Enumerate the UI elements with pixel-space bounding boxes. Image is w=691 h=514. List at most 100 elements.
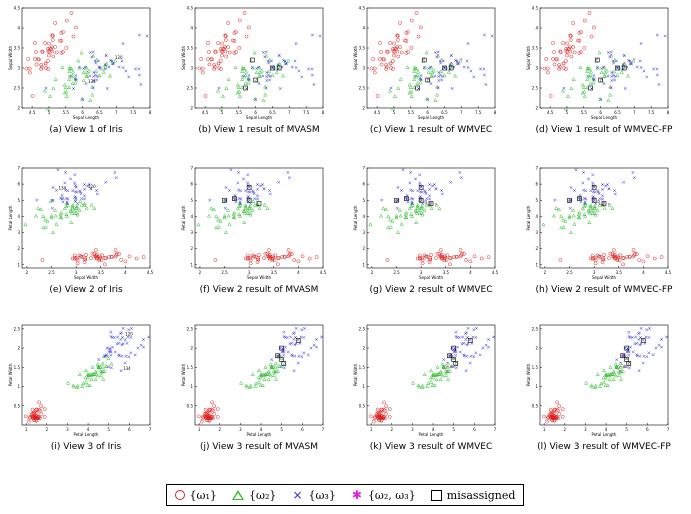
x-tick-label: 2.5: [221, 270, 228, 275]
versicolor-point: [433, 372, 438, 376]
versicolor-point: [619, 70, 624, 74]
setosa-point: [32, 414, 36, 419]
versicolor-point: [559, 214, 564, 218]
versicolor-point: [610, 206, 615, 211]
setosa-point: [243, 256, 248, 261]
ambiguous-point: *: [420, 198, 423, 204]
virginica-point: [66, 197, 70, 201]
virginica-point: [598, 197, 602, 201]
virginica-point: [427, 67, 431, 70]
virginica-point: [422, 66, 426, 69]
virginica-point: [419, 74, 423, 77]
versicolor-point: [622, 364, 627, 368]
virginica-point: [601, 197, 604, 201]
virginica-point: [261, 51, 265, 54]
versicolor-point: [75, 212, 80, 217]
versicolor-point: [67, 69, 72, 73]
panel-caption: (j) View 3 result of MVASM: [200, 442, 318, 452]
versicolor-point: [416, 69, 421, 74]
versicolor-point: [409, 94, 414, 98]
virginica-point: [426, 98, 430, 101]
setosa-point: [43, 41, 47, 45]
setosa-point: [458, 248, 463, 252]
versicolor-point: [235, 82, 240, 87]
setosa-point: [39, 412, 44, 416]
versicolor-point: [45, 218, 50, 223]
virginica-point: [395, 206, 399, 210]
virginica-point: [249, 202, 253, 206]
versicolor-point: [436, 53, 441, 58]
virginica-point: [289, 335, 293, 339]
setosa-point: [582, 46, 587, 50]
versicolor-point: [260, 383, 265, 387]
x-tick-label: 2: [391, 427, 394, 432]
versicolor-point: [590, 384, 595, 389]
virginica-point: [615, 358, 619, 362]
virginica-point: [474, 335, 478, 339]
setosa-point: [645, 254, 650, 259]
virginica-point: [601, 187, 604, 191]
versicolor-point: [207, 213, 212, 218]
setosa-point: [406, 50, 410, 54]
y-tick-label: 4: [535, 214, 538, 219]
ambiguous-point: *: [623, 66, 626, 72]
versicolor-point: [271, 364, 276, 369]
setosa-point: [385, 258, 390, 262]
virginica-point: [632, 176, 636, 180]
virginica-point: [608, 55, 612, 59]
setosa-point: [47, 50, 52, 54]
versicolor-point: [224, 86, 229, 90]
versicolor-point: [257, 206, 262, 210]
versicolor-point: [99, 369, 104, 374]
virginica-point: [66, 189, 70, 193]
versicolor-point: [394, 213, 399, 218]
setosa-point: [641, 259, 646, 264]
virginica-point: [577, 196, 581, 200]
virginica-point: [599, 98, 603, 101]
setosa-point: [39, 67, 44, 71]
x-tick-label: 4: [432, 427, 435, 432]
ambiguous-point: *: [460, 58, 463, 64]
versicolor-point: [256, 375, 261, 380]
virginica-point: [96, 59, 100, 63]
versicolor-point: [397, 208, 403, 212]
setosa-point: [379, 62, 384, 67]
misassigned-point: [467, 338, 473, 343]
ambiguous-point: *: [609, 54, 612, 60]
setosa-point: [216, 41, 220, 45]
setosa-point: [208, 415, 212, 420]
virginica-point: [121, 42, 125, 45]
versicolor-point: [231, 215, 236, 219]
virginica-point: [74, 74, 78, 77]
y-tick-label: 1: [535, 262, 538, 267]
versicolor-point: [84, 65, 89, 70]
setosa-point: [417, 256, 422, 261]
x-tick-label: 6: [599, 110, 602, 115]
virginica-point: [458, 350, 462, 354]
setosa-point: [557, 404, 562, 409]
versicolor-point: [608, 84, 613, 89]
virginica-point: [396, 186, 400, 190]
versicolor-point: [554, 206, 559, 210]
setosa-point: [123, 259, 128, 264]
x-tick-label: 2: [46, 427, 49, 432]
setosa-point: [542, 66, 547, 71]
virginica-point: [259, 184, 262, 188]
setosa-point: [89, 256, 93, 260]
setosa-point: [246, 256, 251, 260]
ambiguous-point: *: [425, 203, 428, 209]
setosa-point: [244, 34, 249, 39]
x-tick-label: 4: [605, 427, 608, 432]
y-tick-label: 3: [190, 230, 193, 235]
setosa-point: [205, 414, 209, 419]
versicolor-point: [561, 217, 566, 222]
versicolor-point: [73, 80, 78, 85]
versicolor-point: [238, 214, 243, 218]
versicolor-point: [631, 58, 636, 63]
versicolor-point: [444, 66, 449, 71]
virginica-point: [246, 77, 250, 81]
virginica-point: [651, 353, 655, 357]
versicolor-point: [225, 208, 231, 212]
virginica-point: [129, 326, 133, 330]
versicolor-point: [386, 214, 391, 218]
